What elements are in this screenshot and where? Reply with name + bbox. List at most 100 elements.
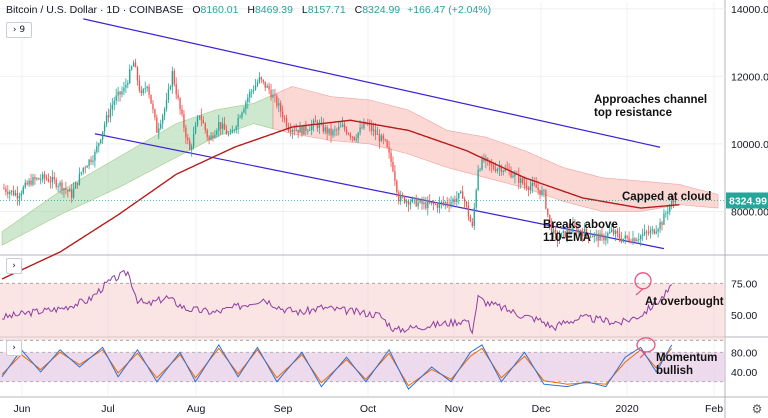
candle-body xyxy=(460,191,462,194)
candle-body xyxy=(129,69,131,83)
candle-body xyxy=(601,233,603,236)
candle xyxy=(487,157,489,166)
candle-body xyxy=(94,151,96,161)
symbol-title[interactable]: Bitcoin / U.S. Dollar · 1D · COINBASE xyxy=(6,4,184,16)
candle-body xyxy=(107,115,110,118)
candle-body xyxy=(131,66,133,70)
candle xyxy=(191,143,193,157)
y-tick-label: 10000.00 xyxy=(731,139,768,151)
candle xyxy=(554,225,557,242)
candle xyxy=(144,81,146,94)
candle-body xyxy=(523,183,526,186)
annotation-overbought: At overbought xyxy=(645,296,724,308)
candle-body xyxy=(669,204,671,212)
candle-body xyxy=(268,85,270,90)
candle xyxy=(367,118,369,126)
candle-body xyxy=(229,133,232,134)
candle-body xyxy=(45,177,48,179)
candle-body xyxy=(208,136,210,140)
candle-body xyxy=(235,126,237,130)
candle-body xyxy=(376,133,379,135)
candle-body xyxy=(318,123,321,129)
candle-body xyxy=(465,201,468,206)
candle-body xyxy=(65,188,67,190)
candle-body xyxy=(645,231,648,233)
candle-body xyxy=(661,222,663,225)
candle-body xyxy=(165,99,168,109)
candle xyxy=(36,177,38,181)
candle-body xyxy=(280,103,282,112)
candle xyxy=(169,85,172,91)
candle xyxy=(181,104,183,117)
candle-body xyxy=(504,168,506,171)
candle xyxy=(117,86,119,102)
candle xyxy=(580,229,582,236)
candle-body xyxy=(576,226,578,233)
candle-body xyxy=(303,125,305,135)
candle xyxy=(591,235,593,238)
candle-body xyxy=(36,178,38,180)
candle xyxy=(150,94,152,104)
candle-body xyxy=(458,193,460,199)
candle xyxy=(129,64,131,85)
candle xyxy=(30,173,32,187)
candle-body xyxy=(71,189,73,198)
candle-body xyxy=(425,202,427,209)
candle xyxy=(581,227,584,243)
candle-body xyxy=(11,190,13,192)
candle-body xyxy=(14,193,17,196)
candle-body xyxy=(191,146,193,150)
candle-body xyxy=(5,188,7,192)
candle-body xyxy=(620,238,623,242)
stoch-collapse-button[interactable]: › xyxy=(6,340,22,356)
candle xyxy=(281,105,284,122)
candle-body xyxy=(394,171,396,181)
candle-body xyxy=(150,94,152,104)
candle-body xyxy=(252,89,255,91)
indicator-toggle-button[interactable]: › 9 xyxy=(6,22,32,38)
candle xyxy=(86,165,88,168)
candle xyxy=(260,76,263,84)
candle xyxy=(657,227,659,238)
candle xyxy=(674,194,677,206)
candle xyxy=(49,175,52,189)
candle xyxy=(456,191,458,208)
candle xyxy=(61,179,63,195)
chart-header: Bitcoin / U.S. Dollar · 1D · COINBASE O8… xyxy=(6,4,491,16)
candle-body xyxy=(175,84,177,95)
stoch-highlight-arrow xyxy=(639,351,647,359)
candle-body xyxy=(247,97,249,103)
candle-body xyxy=(367,123,369,125)
gear-icon[interactable]: ⚙ xyxy=(751,402,763,416)
candle xyxy=(26,180,28,186)
y-tick-label: 14000.00 xyxy=(731,4,768,16)
candle xyxy=(585,227,588,238)
candle-body xyxy=(442,202,444,204)
candle-body xyxy=(204,123,206,131)
candle xyxy=(167,83,170,104)
candle-body xyxy=(491,164,493,166)
candle xyxy=(583,222,586,237)
candle-body xyxy=(305,125,307,131)
x-tick-label: Sep xyxy=(274,403,293,415)
candle xyxy=(59,180,61,194)
candle xyxy=(541,185,543,197)
candle-body xyxy=(105,115,108,125)
candle-body xyxy=(657,229,659,232)
candle-body xyxy=(597,233,599,241)
annotation-capped-cloud: Capped at cloud xyxy=(622,191,711,203)
candle xyxy=(11,190,13,196)
candle xyxy=(645,229,648,240)
candle xyxy=(274,88,276,103)
rsi-collapse-button[interactable]: › xyxy=(6,258,22,274)
candle xyxy=(119,91,121,102)
candle-body xyxy=(566,230,568,238)
candle xyxy=(454,195,456,205)
candle xyxy=(641,228,644,241)
candle xyxy=(16,186,19,206)
candle-body xyxy=(351,136,353,138)
candle-body xyxy=(274,94,276,96)
candle-body xyxy=(549,214,551,224)
candle-body xyxy=(421,199,423,205)
candle-body xyxy=(651,229,653,231)
